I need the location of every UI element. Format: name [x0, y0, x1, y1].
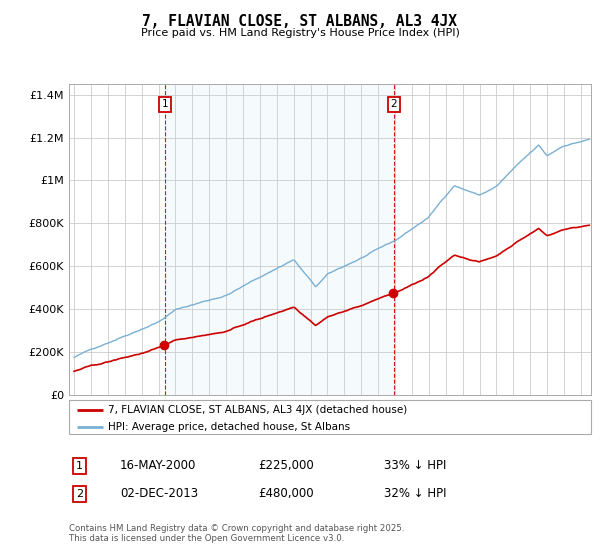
Text: Price paid vs. HM Land Registry's House Price Index (HPI): Price paid vs. HM Land Registry's House … [140, 28, 460, 38]
Text: 02-DEC-2013: 02-DEC-2013 [120, 487, 198, 501]
Text: HPI: Average price, detached house, St Albans: HPI: Average price, detached house, St A… [108, 422, 350, 432]
Text: Contains HM Land Registry data © Crown copyright and database right 2025.
This d: Contains HM Land Registry data © Crown c… [69, 524, 404, 543]
Text: 2: 2 [76, 489, 83, 499]
Text: 1: 1 [161, 99, 168, 109]
FancyBboxPatch shape [69, 400, 591, 434]
Text: 32% ↓ HPI: 32% ↓ HPI [384, 487, 446, 501]
Text: 16-MAY-2000: 16-MAY-2000 [120, 459, 196, 473]
Text: 7, FLAVIAN CLOSE, ST ALBANS, AL3 4JX: 7, FLAVIAN CLOSE, ST ALBANS, AL3 4JX [143, 14, 458, 29]
Text: £225,000: £225,000 [258, 459, 314, 473]
Bar [165, 84, 394, 395]
Text: 33% ↓ HPI: 33% ↓ HPI [384, 459, 446, 473]
Text: 7, FLAVIAN CLOSE, ST ALBANS, AL3 4JX (detached house): 7, FLAVIAN CLOSE, ST ALBANS, AL3 4JX (de… [108, 405, 407, 415]
Text: 1: 1 [76, 461, 83, 471]
Text: £480,000: £480,000 [258, 487, 314, 501]
Text: 2: 2 [391, 99, 397, 109]
